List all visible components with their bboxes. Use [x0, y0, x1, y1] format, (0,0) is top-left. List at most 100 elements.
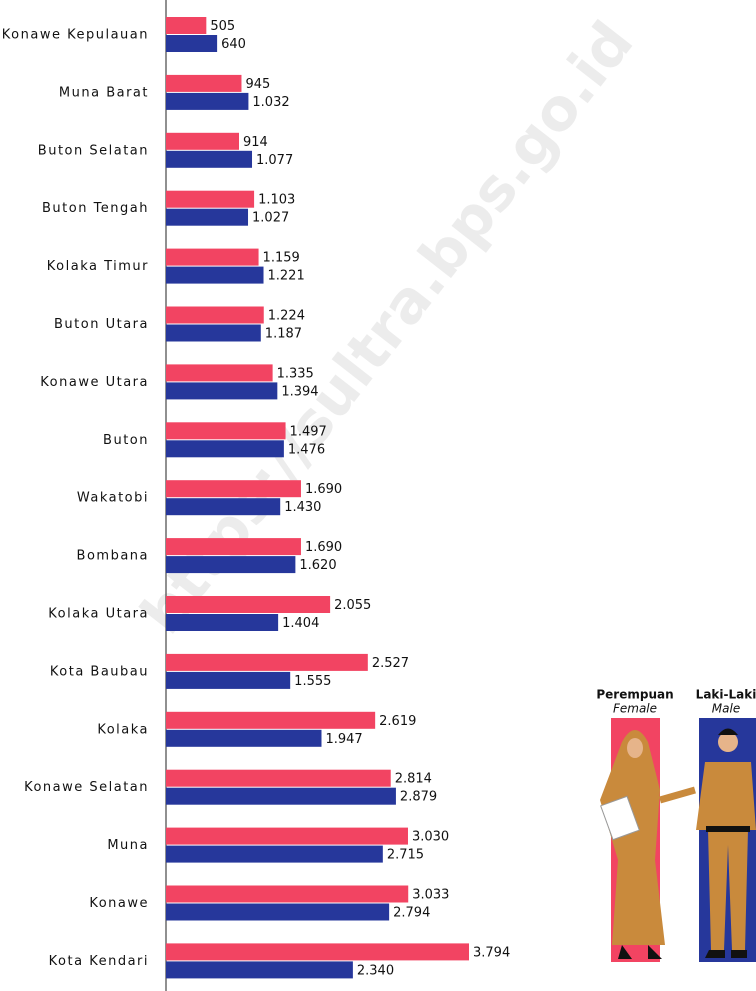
value-label: 2.527: [372, 656, 409, 671]
bar: [166, 711, 376, 729]
bar: [166, 943, 469, 961]
female-paper: [600, 795, 640, 841]
value-label: 2.619: [379, 714, 416, 729]
category-label: Buton Utara: [54, 317, 149, 332]
female-face: [627, 738, 643, 758]
legend-label-en: Female: [613, 702, 657, 716]
bar: [166, 150, 253, 168]
bar: [166, 17, 207, 34]
male-figure: [696, 762, 756, 950]
bar: [166, 903, 390, 921]
bar: [166, 538, 301, 556]
value-label: 1.224: [268, 309, 305, 324]
bar: [166, 422, 286, 440]
category-label: Konawe Utara: [40, 375, 149, 390]
value-label: 2.715: [387, 848, 424, 863]
bar: [166, 498, 281, 516]
category-label: Muna Barat: [59, 85, 149, 100]
value-label: 1.394: [281, 384, 318, 399]
value-label: 1.159: [263, 251, 300, 266]
value-label: 2.794: [393, 906, 430, 921]
category-label: Kota Baubau: [50, 664, 149, 679]
bar: [166, 787, 396, 805]
male-shoes: [705, 950, 747, 958]
value-label: 1.404: [282, 616, 319, 631]
bar: [166, 306, 264, 324]
category-label: Kolaka: [97, 722, 149, 737]
value-label: 2.340: [357, 963, 394, 978]
bar: [166, 190, 255, 208]
category-label: Buton: [103, 433, 149, 448]
bar: [166, 208, 249, 226]
value-label: 2.055: [334, 598, 371, 613]
category-label: Kolaka Utara: [48, 607, 149, 622]
value-label: 1.077: [256, 153, 293, 168]
category-label: Konawe Selatan: [24, 780, 149, 795]
value-label: 1.430: [284, 500, 321, 515]
legend-label: Perempuan: [596, 688, 673, 702]
value-label: 1.497: [290, 424, 327, 439]
male-belt: [706, 826, 750, 832]
category-label: Buton Tengah: [42, 201, 149, 216]
bar: [166, 440, 284, 458]
bar: [166, 614, 279, 631]
bar: [166, 382, 278, 400]
legend-label-en: Male: [712, 702, 740, 716]
male-face: [718, 732, 738, 752]
value-label: 2.879: [400, 790, 437, 805]
bar: [166, 132, 239, 150]
category-label: Bombana: [77, 549, 149, 564]
value-label: 1.103: [258, 193, 295, 208]
bar: [166, 364, 273, 382]
category-label: Konawe Kepulauan: [2, 28, 149, 43]
category-label: Konawe: [89, 896, 149, 911]
value-label: 945: [245, 77, 270, 92]
bar: [166, 324, 261, 342]
value-label: 1.187: [265, 327, 302, 342]
bar: [166, 845, 383, 863]
female-figure: [600, 730, 665, 945]
value-label: 640: [221, 37, 246, 52]
bar: [166, 596, 331, 613]
value-label: 3.794: [473, 945, 510, 960]
category-label: Kolaka Timur: [47, 259, 149, 274]
value-label: 1.947: [325, 732, 362, 747]
bar: [166, 248, 259, 266]
bar: [166, 671, 291, 689]
female-arm: [659, 786, 696, 804]
female-shoes: [618, 945, 662, 959]
bar: [166, 556, 296, 574]
value-label: 1.620: [299, 558, 336, 573]
value-label: 505: [210, 19, 235, 34]
value-label: 1.027: [252, 211, 289, 226]
value-label: 1.555: [294, 674, 331, 689]
value-label: 1.221: [268, 269, 305, 284]
category-label: Kota Kendari: [49, 954, 149, 969]
bar: [166, 92, 249, 110]
value-label: 1.690: [305, 482, 342, 497]
bar: [166, 961, 353, 979]
value-label: 1.476: [288, 442, 325, 457]
illustration: [600, 718, 756, 962]
bar: [166, 729, 322, 747]
value-label: 3.033: [412, 888, 449, 903]
category-label: Buton Selatan: [38, 143, 149, 158]
bar: [166, 885, 409, 903]
bar: [166, 480, 301, 498]
value-label: 1.335: [277, 366, 314, 381]
bar: [166, 74, 242, 92]
value-label: 1.690: [305, 540, 342, 555]
value-label: 914: [243, 135, 268, 150]
bar: [166, 35, 218, 52]
bar: [166, 769, 391, 787]
legend-label: Laki-Laki: [696, 688, 756, 702]
category-label: Wakatobi: [77, 491, 149, 506]
value-label: 3.030: [412, 830, 449, 845]
bar: [166, 266, 264, 284]
category-label: Muna: [107, 838, 149, 853]
value-label: 1.032: [252, 95, 289, 110]
male-hair: [718, 728, 738, 735]
bar: [166, 827, 408, 845]
